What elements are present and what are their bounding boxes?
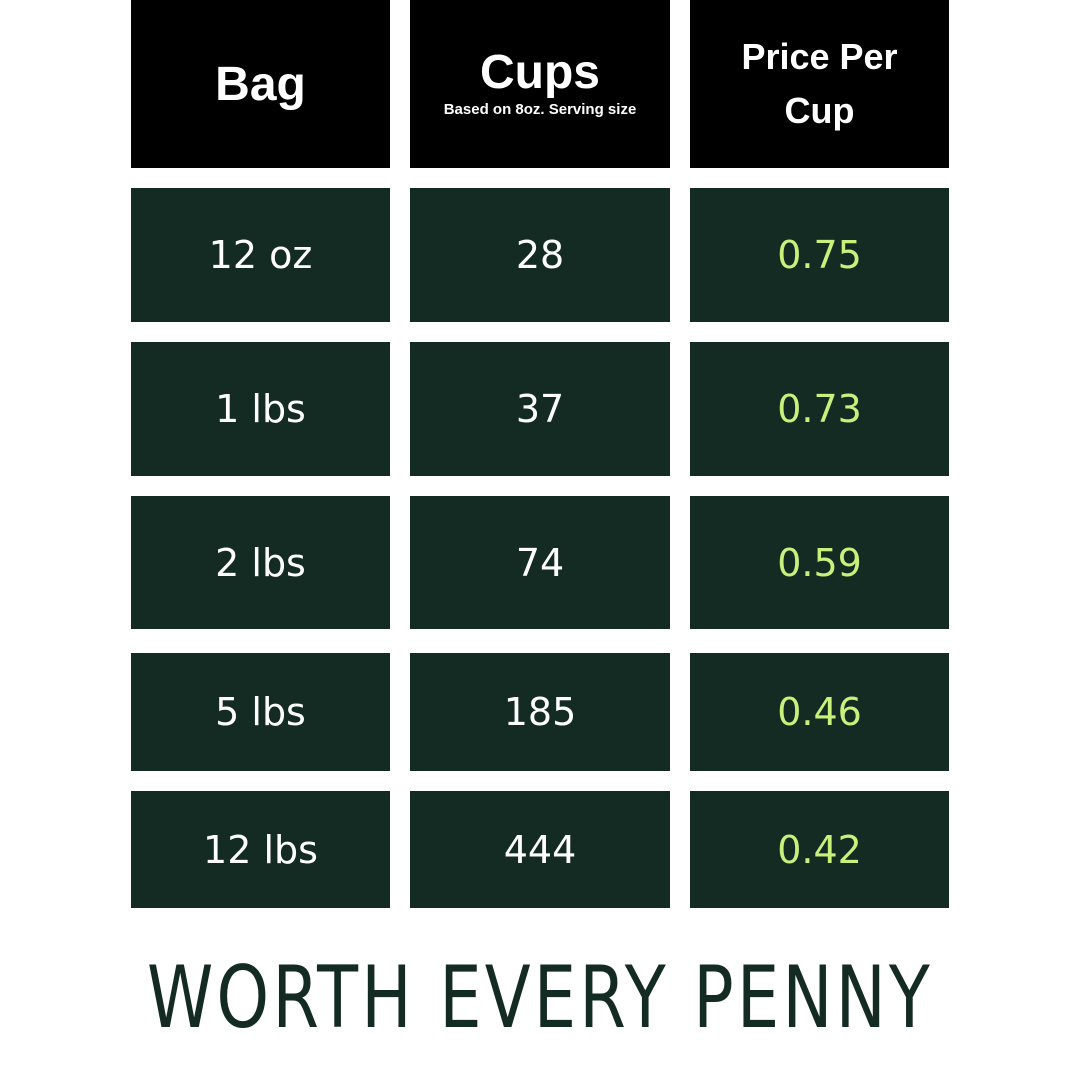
header-cups: Cups Based on 8oz. Serving size bbox=[410, 0, 670, 168]
table-cell-cups: 28 bbox=[410, 188, 670, 322]
table-cell-cups: 444 bbox=[410, 791, 670, 908]
header-cups-note: Based on 8oz. Serving size bbox=[443, 101, 637, 118]
table-cell-price: 0.42 bbox=[690, 791, 949, 908]
table-cell-bag: 2 lbs bbox=[131, 496, 390, 629]
table-cell-bag: 5 lbs bbox=[131, 653, 390, 771]
table-cell-bag: 12 lbs bbox=[131, 791, 390, 908]
table-cell-cups: 185 bbox=[410, 653, 670, 771]
header-bag-label: Bag bbox=[215, 57, 306, 111]
table-cell-bag: 1 lbs bbox=[131, 342, 390, 476]
header-bag: Bag bbox=[131, 0, 390, 168]
table-cell-bag: 12 oz bbox=[131, 188, 390, 322]
table-cell-cups: 37 bbox=[410, 342, 670, 476]
tagline-logo: WORTH EVERY PENNY bbox=[146, 948, 934, 1048]
table-cell-cups: 74 bbox=[410, 496, 670, 629]
table-cell-price: 0.46 bbox=[690, 653, 949, 771]
header-price-label: Price Per Cup bbox=[741, 36, 898, 131]
header-price: Price Per Cup bbox=[690, 0, 949, 168]
table-cell-price: 0.73 bbox=[690, 342, 949, 476]
table-cell-price: 0.75 bbox=[690, 188, 949, 322]
header-cups-label: Cups bbox=[480, 46, 600, 99]
table-cell-price: 0.59 bbox=[690, 496, 949, 629]
